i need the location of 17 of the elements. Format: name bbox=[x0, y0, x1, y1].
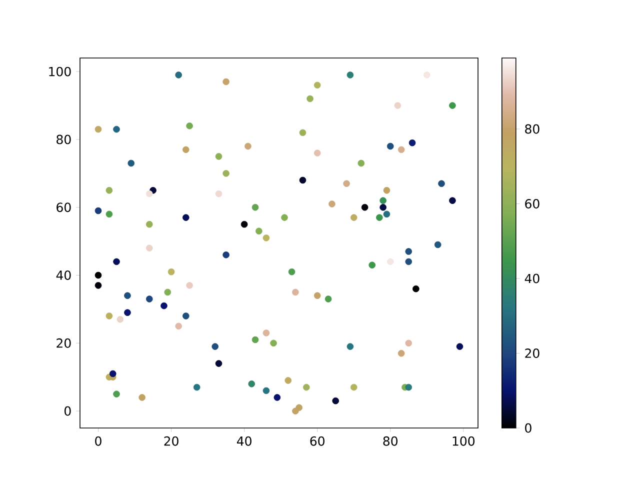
x-tick-label: 80 bbox=[383, 436, 398, 446]
y-tick-label: 40 bbox=[56, 270, 71, 280]
color-bar-label: 20 bbox=[525, 348, 540, 358]
color-bar-label: 40 bbox=[524, 274, 540, 284]
y-tick-label: 100 bbox=[49, 66, 71, 76]
x-tick-label: 0 bbox=[95, 436, 102, 446]
x-tick-label: 20 bbox=[164, 436, 178, 446]
color-bar-label: 80 bbox=[525, 124, 540, 134]
color-bar-label: 60 bbox=[525, 199, 540, 208]
y-tick-label: 20 bbox=[56, 338, 71, 348]
y-tick-label: 60 bbox=[56, 202, 71, 212]
x-tick-label: 100 bbox=[452, 436, 474, 446]
x-tick-label: 40 bbox=[236, 436, 252, 446]
y-tick-label: 80 bbox=[56, 134, 71, 144]
x-tick-label: 60 bbox=[310, 436, 324, 446]
y-tick-label: 0 bbox=[64, 406, 71, 416]
color-bar-label: 0 bbox=[525, 423, 532, 433]
